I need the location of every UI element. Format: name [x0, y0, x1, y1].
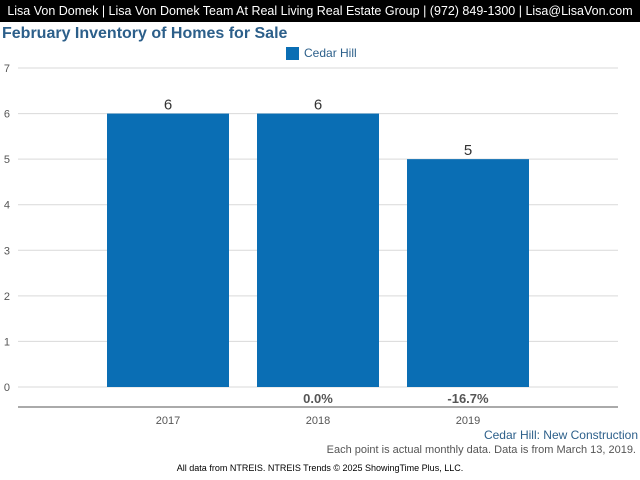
x-tick-label: 2018 [306, 415, 330, 427]
legend-swatch [286, 46, 299, 60]
x-tick-label: 2019 [456, 415, 480, 427]
bar-value-label: 6 [314, 97, 322, 114]
chart-title: February Inventory of Homes for Sale [2, 25, 288, 42]
change-label: -16.7% [447, 391, 489, 406]
chart-subcaption: Cedar Hill: New Construction [483, 428, 638, 442]
y-tick-label: 2 [4, 291, 10, 303]
y-tick-label: 7 [4, 63, 10, 75]
legend-label: Cedar Hill [304, 46, 357, 60]
bar [407, 159, 529, 387]
change-label: 0.0% [303, 391, 333, 406]
y-tick-label: 1 [4, 336, 10, 348]
bar-value-label: 6 [164, 97, 172, 114]
x-tick-label: 2017 [156, 415, 180, 427]
bar [107, 113, 229, 388]
bar-value-label: 5 [464, 142, 472, 159]
y-tick-label: 5 [4, 154, 10, 166]
source-line: All data from NTREIS. NTREIS Trends © 20… [176, 463, 464, 473]
data-note: Each point is actual monthly data. Data … [326, 444, 636, 456]
legend: Cedar Hill [286, 46, 357, 60]
y-tick-label: 4 [4, 200, 10, 212]
y-tick-label: 6 [4, 109, 10, 121]
header-banner: Lisa Von Domek | Lisa Von Domek Team At … [0, 0, 640, 22]
y-tick-label: 3 [4, 245, 10, 257]
bar [257, 113, 379, 388]
y-tick-label: 0 [4, 382, 10, 394]
